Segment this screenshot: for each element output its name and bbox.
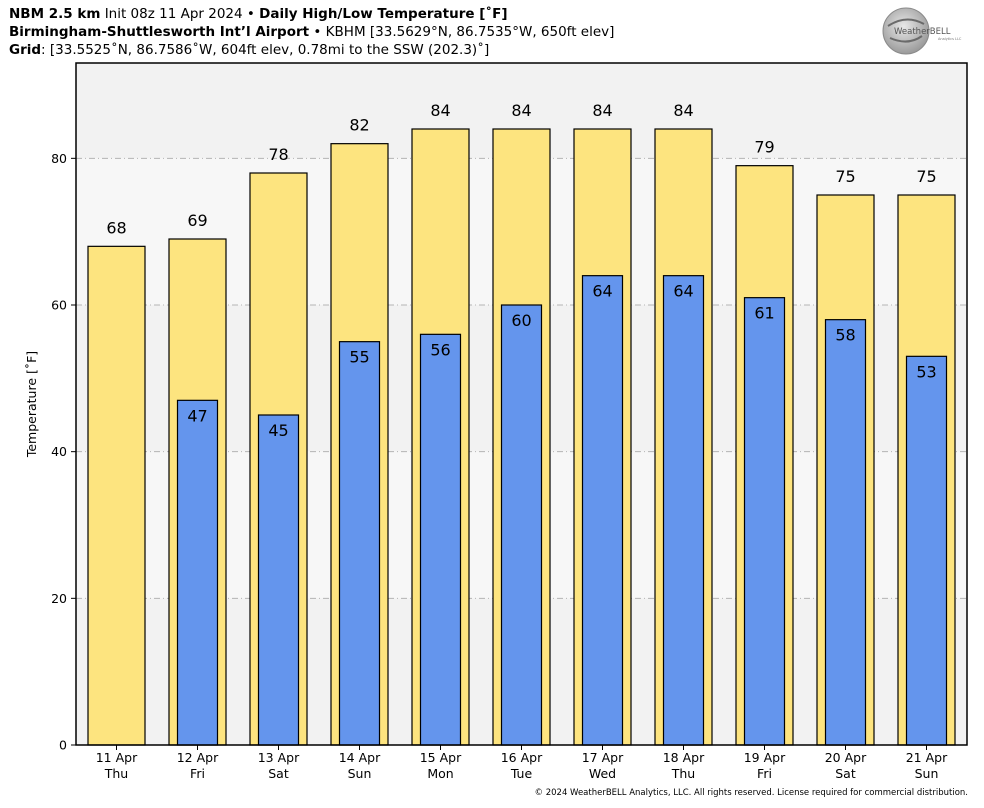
low-temp-bar <box>905 355 948 746</box>
x-tick-label-date: 21 Apr <box>906 750 948 765</box>
logo-subtext: Analytics LLC <box>938 37 962 41</box>
low-temp-bar <box>662 275 705 746</box>
x-tick-label-day: Sat <box>268 766 289 781</box>
low-temp-bar <box>419 333 462 746</box>
header-line-1: NBM 2.5 km Init 08z 11 Apr 2024 • Daily … <box>9 5 508 23</box>
high-temp-label: 84 <box>511 101 531 120</box>
x-tick-label-date: 11 Apr <box>96 750 138 765</box>
low-temp-bar <box>581 275 624 746</box>
init-time: Init 08z 11 Apr 2024 <box>104 6 243 22</box>
low-temp-bar <box>338 341 381 746</box>
high-temp-label: 68 <box>106 218 126 237</box>
low-temp-label: 45 <box>268 421 288 440</box>
low-temp-label: 53 <box>916 362 936 381</box>
low-temp-label: 55 <box>349 348 369 367</box>
low-temp-bar <box>500 304 543 746</box>
x-tick-label-day: Fri <box>757 766 772 781</box>
low-temp-label: 61 <box>754 304 774 323</box>
high-temp-label: 84 <box>430 101 450 120</box>
x-tick-label-day: Fri <box>190 766 205 781</box>
high-temp-bar <box>87 245 146 746</box>
copyright-footer: © 2024 WeatherBELL Analytics, LLC. All r… <box>534 788 968 798</box>
x-tick-label-day: Tue <box>510 766 533 781</box>
high-temp-label: 69 <box>187 211 207 230</box>
y-axis-label: Temperature [˚F] <box>24 351 39 458</box>
low-temp-label: 60 <box>511 311 531 330</box>
y-tick-label: 80 <box>51 151 67 166</box>
y-tick-label: 0 <box>59 738 67 753</box>
station-info: KBHM [33.5629°N, 86.7535°W, 650ft elev] <box>325 24 615 40</box>
y-tick-label: 20 <box>51 591 67 606</box>
model-name: NBM 2.5 km <box>9 6 101 22</box>
x-tick-label-date: 16 Apr <box>501 750 543 765</box>
separator-bullet: • <box>313 24 322 40</box>
product-title: Daily High/Low Temperature [˚F] <box>259 6 508 22</box>
grid-label: Grid <box>9 42 42 58</box>
high-temp-label: 82 <box>349 116 369 135</box>
x-tick-label-date: 17 Apr <box>582 750 624 765</box>
high-temp-label: 75 <box>916 167 936 186</box>
logo-text: WeatherBELL <box>894 27 951 37</box>
plot-frame <box>75 62 968 746</box>
low-temp-label: 56 <box>430 340 450 359</box>
low-temp-label: 47 <box>187 406 207 425</box>
x-tick-label-day: Sun <box>915 766 939 781</box>
low-temp-label: 64 <box>592 282 612 301</box>
x-tick-label-day: Wed <box>589 766 616 781</box>
x-tick-label-date: 14 Apr <box>339 750 381 765</box>
weatherbell-logo: WeatherBELL Analytics LLC <box>882 7 962 55</box>
x-tick-label-date: 15 Apr <box>420 750 462 765</box>
low-temp-bar <box>257 414 300 746</box>
x-tick-label-day: Mon <box>427 766 453 781</box>
x-tick-label-day: Sat <box>835 766 856 781</box>
low-temp-bar <box>743 297 786 746</box>
x-tick-label-day: Thu <box>104 766 128 781</box>
x-tick-label-date: 19 Apr <box>744 750 786 765</box>
x-tick-label-date: 18 Apr <box>663 750 705 765</box>
high-temp-label: 78 <box>268 145 288 164</box>
high-temp-label: 84 <box>673 101 693 120</box>
grid-info: : [33.5525˚N, 86.7586˚W, 604ft elev, 0.7… <box>41 42 490 58</box>
high-temp-label: 75 <box>835 167 855 186</box>
y-tick-label: 60 <box>51 298 67 313</box>
high-temp-label: 84 <box>592 101 612 120</box>
low-temp-bar <box>824 319 867 746</box>
low-temp-bar <box>176 399 219 746</box>
low-temp-label: 58 <box>835 326 855 345</box>
x-tick-label-day: Sun <box>348 766 372 781</box>
high-temp-label: 79 <box>754 138 774 157</box>
y-tick-label: 40 <box>51 444 67 459</box>
x-tick-label-date: 20 Apr <box>825 750 867 765</box>
x-tick-label-date: 12 Apr <box>177 750 219 765</box>
header-line-2: Birmingham-Shuttlesworth Int’l Airport •… <box>9 23 614 41</box>
header-line-3: Grid: [33.5525˚N, 86.7586˚W, 604ft elev,… <box>9 41 489 59</box>
separator-bullet: • <box>246 6 255 22</box>
low-temp-label: 64 <box>673 282 693 301</box>
station-name: Birmingham-Shuttlesworth Int’l Airport <box>9 24 310 40</box>
x-tick-label-day: Thu <box>671 766 695 781</box>
x-tick-label-date: 13 Apr <box>258 750 300 765</box>
